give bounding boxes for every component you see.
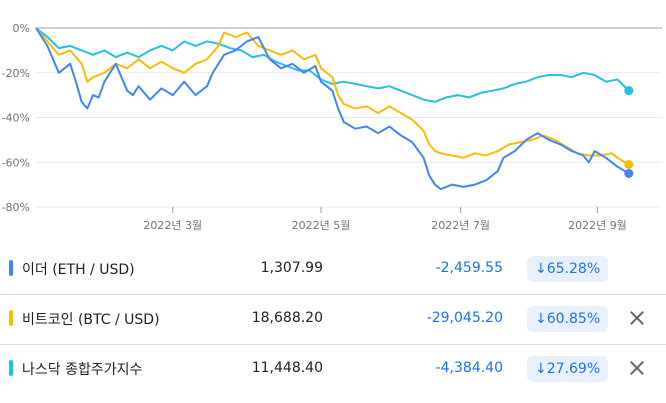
series-line-btc	[35, 27, 630, 166]
series-line-nasdaq	[35, 27, 630, 103]
series-price: 11,448.40	[251, 360, 323, 376]
comparison-list: 이더 (ETH / USD) 1,307.99 -2,459.55 ↓65.28…	[0, 245, 666, 394]
percent-change-badge: ↓60.85%	[527, 306, 609, 332]
series-color-swatch	[9, 260, 13, 276]
series-change: -4,384.40	[435, 360, 503, 376]
series-endpoint-btc	[624, 159, 634, 169]
list-row-eth[interactable]: 이더 (ETH / USD) 1,307.99 -2,459.55 ↓65.28…	[0, 245, 666, 295]
remove-comparison-close-icon[interactable]	[627, 358, 647, 378]
y-tick-label: -40%	[2, 112, 30, 125]
x-tick-label: 2022년 3월	[143, 219, 202, 232]
series-color-swatch	[9, 360, 13, 376]
series-name: 나스닥 종합주가지수	[22, 362, 143, 378]
remove-comparison-close-icon[interactable]	[627, 308, 647, 328]
x-tick-label: 2022년 7월	[431, 219, 490, 232]
series-color-swatch	[9, 310, 13, 326]
x-tick-label: 2022년 9월	[568, 219, 627, 232]
y-tick-label: 0%	[13, 22, 30, 35]
series-name: 비트코인 (BTC / USD)	[22, 312, 160, 328]
series-change: -2,459.55	[435, 260, 503, 276]
series-endpoint-nasdaq	[624, 86, 634, 96]
y-tick-label: -20%	[2, 67, 30, 80]
y-tick-label: -60%	[2, 156, 30, 169]
series-line-eth	[35, 27, 630, 191]
down-arrow-icon: ↓	[535, 261, 547, 277]
series-endpoint-eth	[624, 168, 634, 178]
series-price: 1,307.99	[260, 260, 323, 276]
comparison-chart[interactable]: 0% -20% -40% -60% -80% 2022년 3월 2022년 5월 2022년 …	[0, 0, 666, 245]
x-tick-label: 2022년 5월	[292, 219, 351, 232]
series-name: 이더 (ETH / USD)	[22, 262, 135, 278]
percent-change-value: 60.85%	[546, 311, 601, 327]
series-change: -29,045.20	[426, 310, 503, 326]
series-price: 18,688.20	[251, 310, 323, 326]
percent-change-badge: ↓27.69%	[527, 356, 609, 382]
list-row-btc[interactable]: 비트코인 (BTC / USD) 18,688.20 -29,045.20 ↓6…	[0, 295, 666, 345]
percent-change-value: 27.69%	[546, 361, 601, 377]
percent-change-badge: ↓65.28%	[527, 256, 609, 282]
list-row-nasdaq[interactable]: 나스닥 종합주가지수 11,448.40 -4,384.40 ↓27.69%	[0, 345, 666, 394]
y-tick-label: -80%	[2, 201, 30, 214]
percent-change-value: 65.28%	[546, 261, 601, 277]
down-arrow-icon: ↓	[535, 311, 547, 327]
down-arrow-icon: ↓	[535, 361, 547, 377]
